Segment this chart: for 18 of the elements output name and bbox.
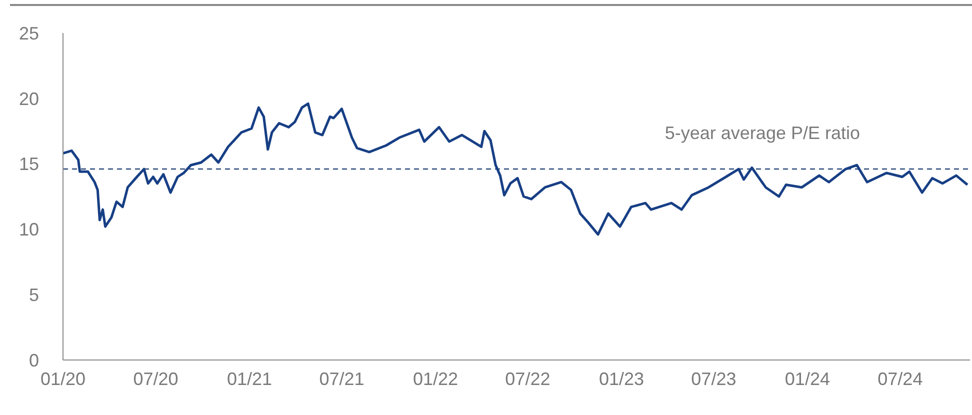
line-series (63, 102, 969, 236)
y-tick-label: 10 (18, 220, 39, 240)
y-tick-label: 25 (18, 23, 39, 44)
x-tick-label: 07/23 (691, 368, 736, 389)
x-tick-label: 01/20 (40, 368, 86, 389)
x-tick-label: 07/22 (505, 368, 550, 389)
y-tick-label: 15 (18, 154, 39, 174)
y-tick-label: 5 (28, 284, 39, 305)
x-tick-label: 07/20 (133, 368, 178, 389)
x-tick-label: 01/21 (226, 368, 272, 389)
x-tick-label: 01/22 (412, 368, 458, 389)
y-tick-label: 20 (18, 88, 39, 109)
x-tick-label: 01/24 (784, 368, 830, 389)
x-tick-label: 07/24 (878, 368, 923, 389)
y-tick-label: 0 (28, 350, 39, 370)
x-tick-label: 07/21 (319, 368, 364, 389)
x-tick-label: 01/23 (598, 368, 644, 389)
ref-line-label: 5-year average P/E ratio (664, 123, 860, 144)
